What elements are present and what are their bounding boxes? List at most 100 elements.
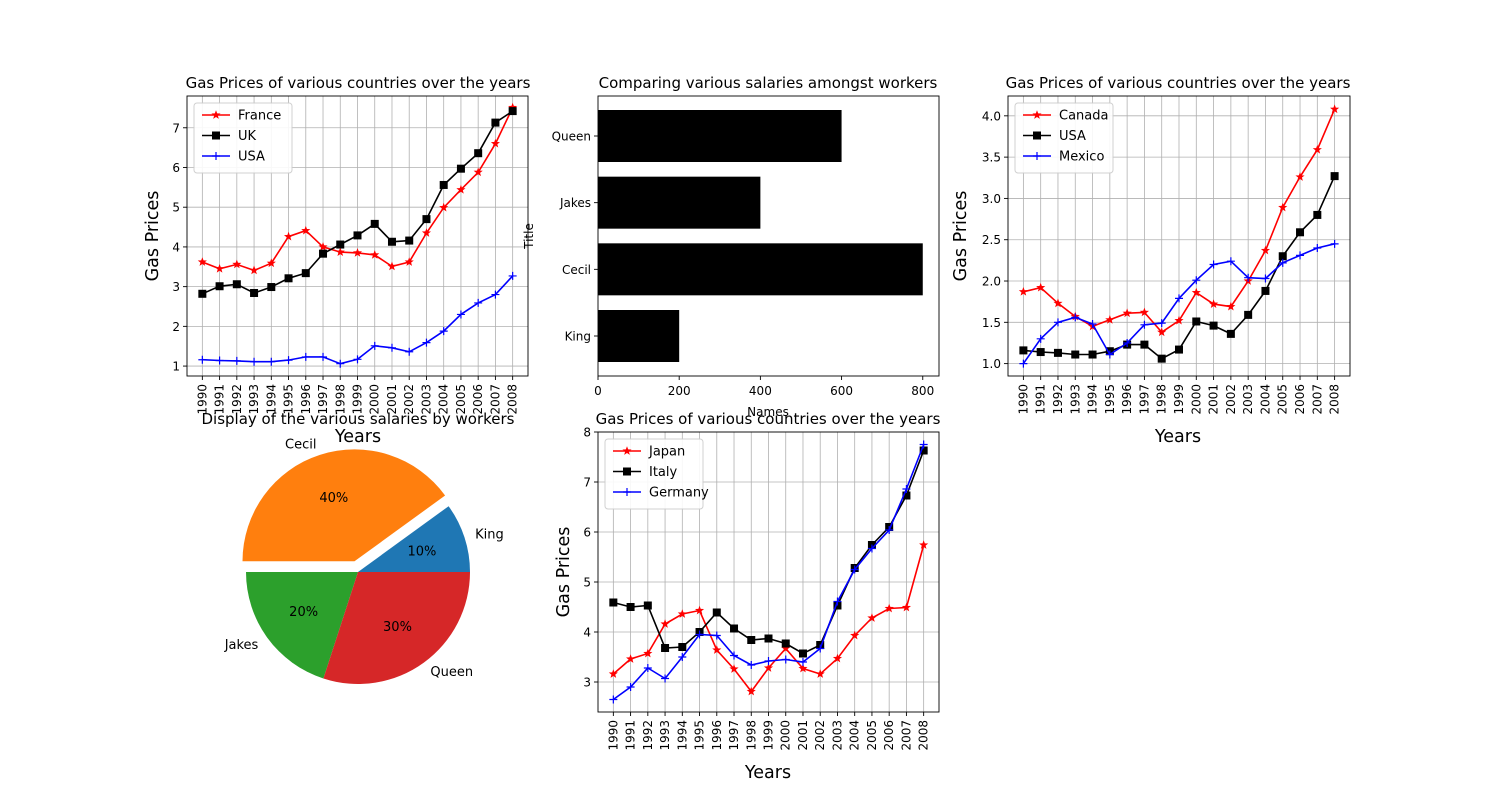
x-tick-label: 1994 <box>264 384 278 415</box>
data-point-usa <box>508 271 517 280</box>
x-tick-label: 2004 <box>1259 384 1273 415</box>
data-point-france <box>232 259 242 269</box>
data-point-japan <box>712 645 722 654</box>
data-point-usa <box>456 310 465 319</box>
x-tick-label: 600 <box>830 384 853 398</box>
gas-prices-chart-2: Gas Prices of various countries over the… <box>951 74 1351 447</box>
legend-marker-italy <box>623 467 631 476</box>
data-point-usa <box>353 355 362 364</box>
data-point-uk <box>405 236 414 245</box>
y-tick-label: 7 <box>583 476 591 490</box>
data-point-mexico <box>1226 257 1235 266</box>
x-tick-label: 1999 <box>1172 384 1186 415</box>
data-point-mexico <box>1296 251 1305 260</box>
gas-prices-chart-1: Gas Prices of various countries over the… <box>143 74 531 447</box>
data-point-germany <box>626 683 635 691</box>
data-point-italy <box>626 603 635 611</box>
data-point-france <box>370 250 380 259</box>
legend-marker-usa <box>212 152 220 160</box>
data-point-usa <box>1313 210 1322 219</box>
data-point-usa <box>319 352 328 361</box>
data-point-italy <box>712 608 721 617</box>
data-point-usa <box>232 356 241 365</box>
data-point-uk <box>474 149 483 158</box>
data-point-usa <box>474 298 483 307</box>
y-tick-label: 3.5 <box>982 151 1001 165</box>
y-tick-label: Cecil <box>562 263 591 277</box>
data-point-uk <box>508 107 517 116</box>
data-point-canada <box>1122 308 1132 318</box>
legend-label-usa: USA <box>238 150 265 165</box>
data-point-italy <box>678 643 687 651</box>
data-point-mexico <box>1209 260 1218 269</box>
data-point-uk <box>336 240 345 249</box>
data-point-mexico <box>1175 294 1183 303</box>
legend-label-canada: Canada <box>1059 109 1108 124</box>
data-point-france <box>249 265 259 275</box>
data-point-france <box>197 257 207 266</box>
x-tick-label: 2005 <box>1276 384 1290 415</box>
data-point-mexico <box>1036 334 1045 343</box>
data-point-usa <box>422 338 431 347</box>
y-tick-label: 5 <box>583 576 591 590</box>
data-point-usa <box>1226 329 1235 338</box>
pie-percent-label: 20% <box>289 605 318 620</box>
x-tick-label: 400 <box>749 384 772 398</box>
y-tick-label: 2 <box>172 320 180 334</box>
y-tick-label: 4.0 <box>982 109 1001 123</box>
data-point-france <box>490 138 500 148</box>
x-tick-label: 2006 <box>471 384 485 415</box>
x-tick-label: 1993 <box>247 384 261 415</box>
x-tick-label: 800 <box>911 384 934 398</box>
legend: Japan Italy Germany <box>604 438 709 510</box>
data-point-canada <box>1036 282 1046 292</box>
legend-marker-uk <box>212 131 220 140</box>
data-point-canada <box>1191 287 1201 297</box>
pie-slice-queen <box>323 572 470 684</box>
data-point-uk <box>250 288 259 297</box>
data-point-canada <box>1278 202 1288 212</box>
data-point-japan <box>884 603 894 613</box>
data-point-germany <box>798 658 807 666</box>
data-point-mexico <box>1313 243 1322 252</box>
x-tick-label: 2000 <box>779 720 793 751</box>
x-tick-label: 1994 <box>1086 384 1100 415</box>
data-point-uk <box>319 249 328 258</box>
y-tick-label: King <box>565 330 591 344</box>
y-tick-label: 3.0 <box>982 192 1001 206</box>
legend-label-uk: UK <box>238 129 257 144</box>
y-axis-label: Gas Prices <box>554 527 574 618</box>
x-tick-label: 2007 <box>1310 384 1324 415</box>
data-point-canada <box>1053 298 1063 308</box>
data-point-japan <box>850 630 860 640</box>
x-tick-label: 2004 <box>848 720 862 751</box>
data-point-usa <box>1053 348 1062 357</box>
data-point-japan <box>901 602 911 612</box>
data-point-italy <box>730 624 739 633</box>
data-point-japan <box>729 664 739 673</box>
data-point-mexico <box>1330 239 1339 248</box>
data-point-germany <box>833 597 842 606</box>
y-tick-label: 1.0 <box>982 357 1001 371</box>
x-tick-label: 1997 <box>316 384 330 415</box>
data-point-canada <box>1209 299 1219 309</box>
x-tick-label: 1998 <box>1155 384 1169 415</box>
legend-marker-germany <box>623 488 631 496</box>
pie-percent-label: 30% <box>383 620 412 635</box>
y-tick-label: 1 <box>172 360 180 374</box>
legend: France UK USA <box>193 102 293 174</box>
data-point-usa <box>267 357 276 366</box>
x-tick-label: 1997 <box>727 720 741 751</box>
data-point-japan <box>694 605 705 615</box>
plot-area: 1990 1991 1992 1993 1994 1995 1996 1997 1998 1999… <box>172 95 529 415</box>
x-tick-label: 1996 <box>1120 384 1134 415</box>
data-point-uk <box>232 280 241 289</box>
data-point-usa <box>1278 252 1287 261</box>
data-point-canada <box>1312 144 1322 154</box>
data-point-usa <box>1071 350 1080 359</box>
data-point-canada <box>1260 245 1271 255</box>
gas-prices-chart-3: Gas Prices of various countries over the… <box>554 410 941 783</box>
x-tick-label: 1995 <box>282 384 296 415</box>
data-point-usa <box>284 356 293 365</box>
